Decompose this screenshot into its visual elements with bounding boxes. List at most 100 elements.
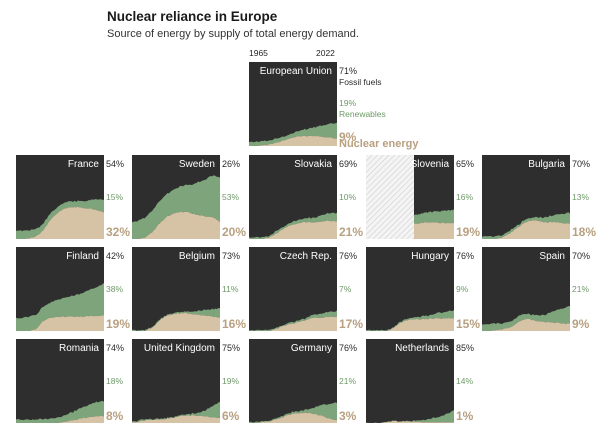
renewables-area-spain [482,306,570,331]
nuclear-series-label: Nuclear energy [339,138,419,150]
nuclear-area-slovenia [414,221,454,239]
panel-sweden: Sweden 26% 53% 20% [132,155,262,239]
nuclear-area-belgium [132,313,220,331]
nuclear-value-slovenia: 19% [456,225,481,239]
renewables-value-slovakia: 10% [339,192,357,202]
panel-hungary: Hungary 76% 9% 15% [366,247,496,331]
panel-slovakia: Slovakia 69% 10% 21% [249,155,379,239]
renewables-value-sweden: 53% [222,192,240,202]
area-chart-sweden [132,155,220,239]
nuclear-area-finland [16,315,104,331]
nuclear-value-hungary: 15% [456,317,481,331]
renewables-area-sweden [132,175,220,239]
chart-subtitle: Source of energy by supply of total ener… [107,28,359,40]
renewables-area-czech-rep [249,310,337,331]
chart-title: Nuclear reliance in Europe [107,9,278,24]
nuclear-area-hungary [366,318,454,331]
panel-united-kingdom: United Kingdom 75% 19% 6% [132,339,262,423]
country-name-slovenia: Slovenia [410,159,449,170]
year-end-label: 2022 [316,48,335,58]
nuclear-area-germany [249,412,337,423]
area-chart-slovenia [366,155,454,239]
renewables-area-slovakia [249,212,337,239]
area-chart-romania [16,339,104,423]
renewables-value-european-union: 19% [339,98,357,108]
area-chart-belgium [132,247,220,331]
nuclear-value-finland: 19% [106,317,131,331]
nuclear-area-czech-rep [249,316,337,331]
country-name-czech-rep: Czech Rep. [279,251,332,262]
area-chart-czech-rep [249,247,337,331]
nuclear-area-european-union [249,135,337,146]
country-name-finland: Finland [66,251,99,262]
nuclear-area-united-kingdom [132,415,220,423]
area-chart-united-kingdom [132,339,220,423]
renewables-area-bulgaria [482,212,570,239]
area-chart-slovakia [249,155,337,239]
fossil-value-bulgaria: 70% [572,159,591,169]
renewables-value-czech-rep: 7% [339,284,352,294]
area-chart-hungary [366,247,454,331]
renewables-area-belgium [132,307,220,331]
fossil-value-hungary: 76% [456,251,475,261]
fossil-value-united-kingdom: 75% [222,343,241,353]
fossil-value-belgium: 73% [222,251,241,261]
nuclear-area-france [16,206,104,239]
nuclear-value-czech-rep: 17% [339,317,364,331]
fossil-value-sweden: 26% [222,159,241,169]
nuclear-value-netherlands: 1% [456,409,474,423]
nuclear-value-france: 32% [106,225,131,239]
year-start-label: 1965 [249,48,268,58]
fossil-value-slovenia: 65% [456,159,475,169]
country-name-sweden: Sweden [178,159,215,170]
panel-czech-rep: Czech Rep. 76% 7% 17% [249,247,379,331]
country-name-romania: Romania [58,343,99,354]
nuclear-area-bulgaria [482,220,570,239]
renewables-value-germany: 21% [339,376,357,386]
panel-european-union: European Union 71% 19% 9% Fossil fuels Renewa… [249,62,418,150]
panel-finland: Finland 42% 38% 19% [16,247,146,331]
nuclear-value-belgium: 16% [222,317,247,331]
renewables-value-slovenia: 16% [456,192,474,202]
fossil-area-united-kingdom [132,339,220,423]
fossil-value-spain: 70% [572,251,591,261]
panel-romania: Romania 74% 18% 8% [16,339,146,423]
fossil-value-czech-rep: 76% [339,251,358,261]
renewables-value-spain: 21% [572,284,590,294]
area-chart-european-union [249,62,337,146]
renewables-area-united-kingdom [132,402,220,423]
renewables-value-france: 15% [106,192,124,202]
area-chart-finland [16,247,104,331]
panel-bulgaria: Bulgaria 70% 13% 18% [482,155,600,239]
renewables-value-finland: 38% [106,284,124,294]
no-data-area-slovenia [366,155,414,239]
fossil-value-germany: 76% [339,343,358,353]
panel-spain: Spain 70% 21% 9% [482,247,600,331]
renewables-value-romania: 18% [106,376,124,386]
fossil-value-slovakia: 69% [339,159,358,169]
area-chart-spain [482,247,570,331]
renewables-area-netherlands [366,410,454,423]
renewables-area-finland [16,282,104,331]
panel-belgium: Belgium 73% 11% 16% [132,247,262,331]
country-name-slovakia: Slovakia [294,159,332,170]
renewables-value-belgium: 11% [222,284,239,294]
area-chart-bulgaria [482,155,570,239]
area-chart-france [16,155,104,239]
area-chart-germany [249,339,337,423]
country-name-belgium: Belgium [178,251,215,262]
renewables-value-bulgaria: 13% [572,192,590,202]
renewables-area-slovenia [414,209,454,224]
renewables-series-label: Renewables [339,109,386,119]
nuclear-area-sweden [132,211,220,239]
renewables-area-european-union [249,122,337,146]
nuclear-area-romania [16,415,104,423]
nuclear-value-united-kingdom: 6% [222,409,240,423]
country-name-netherlands: Netherlands [395,343,449,354]
country-name-hungary: Hungary [411,251,449,262]
renewables-value-netherlands: 14% [456,376,474,386]
area-chart-netherlands [366,339,454,423]
nuclear-value-germany: 3% [339,409,357,423]
renewables-area-romania [16,400,104,423]
country-name-germany: Germany [290,343,332,354]
